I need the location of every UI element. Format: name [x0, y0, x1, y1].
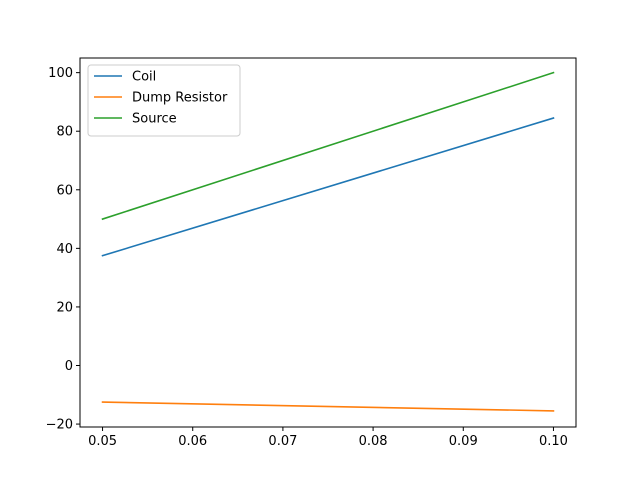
- legend-box: [87, 64, 241, 137]
- axes-frame: [79, 57, 577, 428]
- x-tick-label: 0.05: [88, 434, 117, 449]
- series-line-dump-resistor: [101, 401, 555, 412]
- x-tick-label: 0.07: [268, 434, 297, 449]
- y-axis: −20 0 20 40 60 80 100: [46, 66, 80, 433]
- legend-label-coil: Coil: [132, 70, 156, 85]
- legend-label-dump-resistor: Dump Resistor: [132, 91, 228, 106]
- y-tick-label: 0: [65, 359, 73, 374]
- series-line-source: [101, 71, 555, 221]
- y-tick-label: −20: [46, 418, 73, 433]
- y-tick-label: 20: [56, 300, 73, 315]
- y-tick-label: 100: [48, 66, 73, 81]
- x-tick-label: 0.10: [539, 434, 568, 449]
- x-tick-label: 0.08: [359, 434, 388, 449]
- x-tick-label: 0.09: [449, 434, 478, 449]
- series-layer: [101, 71, 555, 412]
- x-axis: 0.05 0.06 0.07 0.08 0.09 0.10: [88, 427, 568, 449]
- series-line-coil: [101, 117, 555, 257]
- legend: Coil Dump Resistor Source: [87, 64, 241, 137]
- legend-label-source: Source: [132, 112, 177, 127]
- x-tick-label: 0.06: [178, 434, 207, 449]
- y-tick-label: 40: [56, 242, 73, 257]
- y-tick-label: 80: [56, 125, 73, 140]
- y-tick-label: 60: [56, 183, 73, 198]
